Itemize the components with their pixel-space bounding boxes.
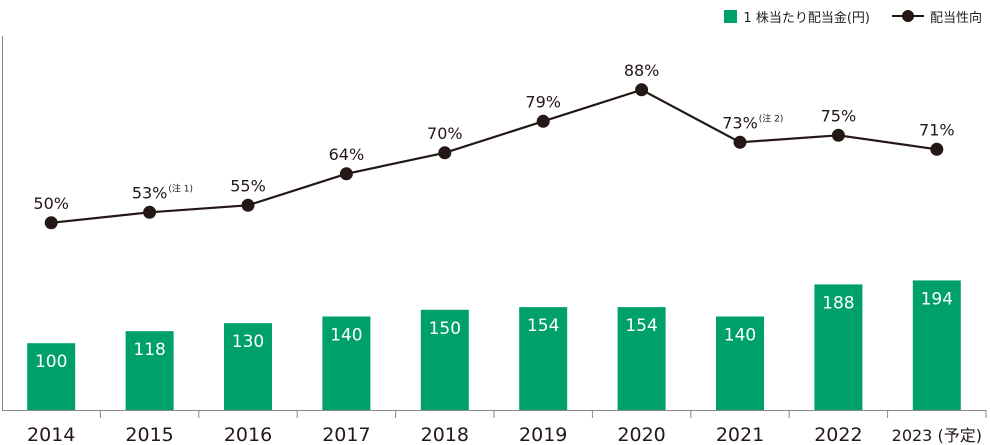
payout-point: [241, 198, 255, 212]
bar-value-label: 188: [822, 293, 854, 313]
x-tick-label: 2017: [322, 424, 370, 445]
bar-value-label: 140: [724, 325, 756, 345]
payout-note-label: (注 2): [759, 112, 784, 124]
payout-point: [44, 216, 58, 230]
bar-dividend: [912, 280, 961, 410]
x-tick-label: 2023 (予定): [892, 426, 982, 445]
bar-dividend: [420, 309, 469, 410]
payout-value-label: 53%: [132, 183, 168, 202]
legend-label-dividend: 1 株当たり配当金(円): [743, 10, 870, 26]
payout-point: [438, 146, 452, 160]
bar-dividend: [617, 307, 666, 410]
payout-value-label: 64%: [329, 145, 365, 164]
bar-value-label: 100: [35, 352, 67, 372]
legend: 1 株当たり配当金(円) 配当性向: [724, 6, 982, 26]
legend-swatch-bar: [724, 9, 738, 23]
bar-dividend: [27, 343, 76, 410]
bar-value-label: 130: [232, 332, 264, 352]
bar-dividend: [814, 284, 863, 410]
x-tick-label: 2022: [814, 424, 862, 445]
payout-value-label: 55%: [230, 176, 266, 195]
bar-dividend: [224, 323, 272, 410]
bar-value-label: 140: [330, 325, 362, 345]
payout-value-label: 71%: [919, 120, 955, 139]
payout-value-label: 88%: [624, 61, 660, 80]
payout-value-label: 70%: [427, 124, 463, 143]
x-tick-label: 2018: [421, 424, 469, 445]
payout-note-label: (注 1): [168, 182, 193, 194]
payout-point: [635, 83, 649, 97]
bar-dividend: [519, 307, 568, 410]
payout-point: [930, 142, 944, 156]
bar-value-label: 150: [429, 319, 461, 339]
bar-dividend: [716, 316, 764, 410]
payout-value-label: 75%: [821, 106, 857, 125]
x-tick-label: 2019: [519, 424, 567, 445]
bar-dividend: [125, 331, 174, 410]
x-tick-label: 2020: [617, 424, 665, 445]
legend-item-dividend: 1 株当たり配当金(円): [724, 7, 870, 26]
payout-value-label: 50%: [33, 194, 69, 213]
payout-point: [733, 135, 747, 149]
payout-value-label: 73%: [722, 113, 758, 132]
x-tick-label: 2016: [224, 424, 272, 445]
payout-value-label: 79%: [525, 92, 561, 111]
bar-value-label: 194: [921, 289, 953, 309]
bar-value-label: 154: [527, 316, 559, 336]
x-tick-label: 2014: [27, 424, 75, 445]
x-tick-label: 2015: [125, 424, 173, 445]
payout-point: [536, 114, 550, 128]
bar-value-label: 154: [625, 316, 657, 336]
legend-item-payout: 配当性向: [891, 7, 982, 26]
x-tick-label: 2021: [716, 424, 764, 445]
payout-point: [831, 128, 845, 142]
payout-point: [143, 205, 157, 219]
bar-dividend: [322, 316, 371, 410]
payout-ratio-line: [51, 88, 937, 224]
legend-label-payout: 配当性向: [929, 10, 982, 26]
bar-value-label: 118: [133, 340, 165, 360]
payout-point: [339, 167, 353, 181]
legend-line-marker-icon: [891, 9, 924, 23]
